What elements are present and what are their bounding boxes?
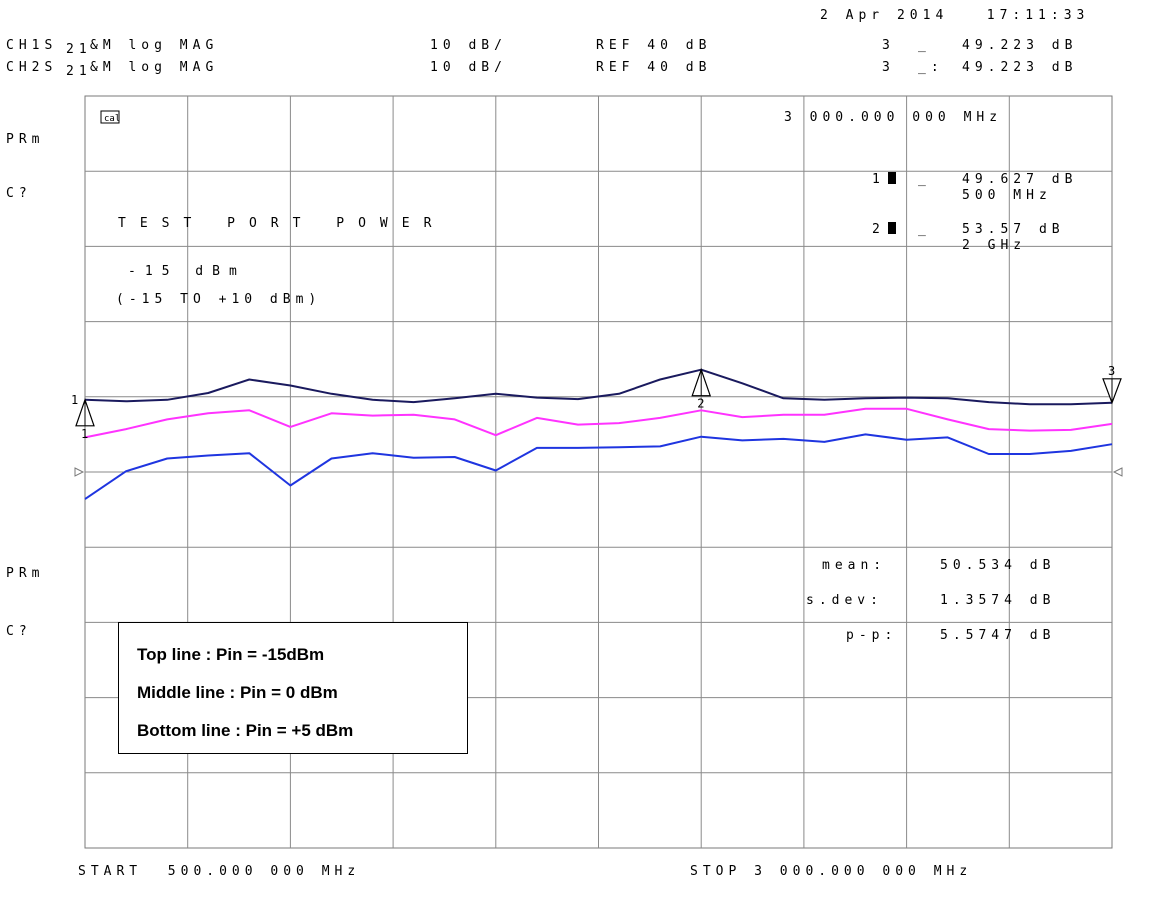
- m2-suffix: _: [918, 222, 931, 237]
- ch2-value: 49.223 dB: [962, 60, 1078, 75]
- ch2-marker-suffix: _:: [918, 60, 944, 75]
- c-bottom-label: C?: [6, 624, 32, 639]
- ch1-scale: 10 dB/: [430, 38, 507, 53]
- legend-box: Top line : Pin = -15dBm Middle line : Pi…: [118, 622, 468, 754]
- marker-1-label: 1: [81, 427, 88, 441]
- marker-2: 2: [691, 367, 712, 411]
- marker-3: 3: [1102, 364, 1122, 405]
- ch2-ref: REF 40 dB: [596, 60, 712, 75]
- ch1-marker-suffix: _: [918, 38, 931, 53]
- prm-top-label: PRm: [6, 132, 45, 147]
- traces: [84, 368, 1113, 500]
- m2-value: 53.57 dB: [962, 222, 1065, 237]
- pp-label: p-p:: [846, 628, 898, 643]
- ch2-label: CH2S: [6, 60, 58, 75]
- ch2-format: &M log MAG: [90, 60, 219, 75]
- m1-box-icon: [888, 172, 896, 184]
- trace-1: [84, 407, 1113, 439]
- m1-freq: 500 MHz: [962, 188, 1052, 203]
- mean-label: mean:: [822, 558, 887, 573]
- marker-1-label: 1: [71, 393, 78, 407]
- m2-label: 2: [872, 222, 885, 237]
- c-top-label: C?: [6, 186, 32, 201]
- ch2-param: 21: [66, 64, 92, 79]
- m1-suffix: _: [918, 172, 931, 187]
- sdev-value: 1.3574 dB: [940, 593, 1056, 608]
- m2-box-icon: [888, 222, 896, 234]
- power-level: -15 dBm: [128, 264, 246, 279]
- stop-frequency: STOP 3 000.000 000 MHz: [690, 864, 973, 879]
- ch1-marker: 3: [882, 38, 895, 53]
- ref-arrow-left-icon: [74, 467, 85, 477]
- svg-text:cal: cal: [104, 114, 120, 124]
- pp-value: 5.5747 dB: [940, 628, 1056, 643]
- prm-bottom-label: PRm: [6, 566, 45, 581]
- marker-1: 11: [71, 393, 95, 441]
- markers: 11 23: [71, 364, 1122, 441]
- ch1-param: 21: [66, 42, 92, 57]
- mean-value: 50.534 dB: [940, 558, 1056, 573]
- ch1-label: CH1S: [6, 38, 58, 53]
- ch1-ref: REF 40 dB: [596, 38, 712, 53]
- ch1-format: &M log MAG: [90, 38, 219, 53]
- ref-arrow-right-icon: [1112, 467, 1123, 477]
- m1-value: 49.627 dB: [962, 172, 1078, 187]
- power-range: (-15 TO +10 dBm): [116, 292, 322, 307]
- legend-middle-line: Middle line : Pin = 0 dBm: [137, 683, 338, 702]
- ch1-value: 49.223 dB: [962, 38, 1078, 53]
- m2-freq: 2 GHz: [962, 238, 1027, 253]
- ch2-marker: 3: [882, 60, 895, 75]
- legend-top-line: Top line : Pin = -15dBm: [137, 645, 325, 664]
- legend-bottom-line: Bottom line : Pin = +5 dBm: [137, 721, 354, 740]
- sdev-label: s.dev:: [806, 593, 883, 608]
- marker-3-label: 3: [1108, 364, 1115, 378]
- trace-0: [84, 368, 1113, 406]
- trace-2: [84, 433, 1113, 500]
- m1-label: 1: [872, 172, 885, 187]
- start-frequency: START 500.000 000 MHz: [78, 864, 361, 879]
- cal-icon: cal: [100, 110, 120, 124]
- power-title: TEST PORT POWER: [118, 216, 446, 231]
- m3-freq: 3 000.000 000 MHz: [784, 110, 1003, 125]
- marker-2-label: 2: [697, 397, 704, 411]
- ch2-scale: 10 dB/: [430, 60, 507, 75]
- datetime: 2 Apr 2014 17:11:33: [820, 8, 1090, 23]
